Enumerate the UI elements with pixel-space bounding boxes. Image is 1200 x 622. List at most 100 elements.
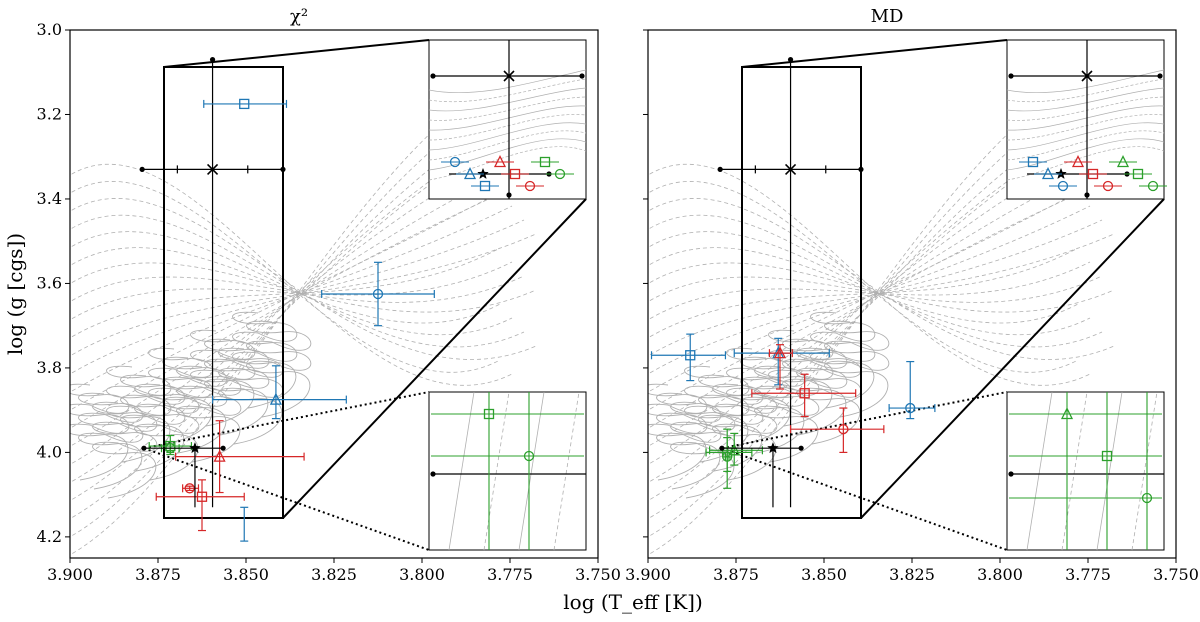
reference-point-dot-r [220, 445, 226, 451]
y-tick-label-5: 4.0 [37, 442, 62, 461]
inset-lower-track-0 [448, 391, 475, 551]
y-tick-label-4: 3.8 [37, 358, 62, 377]
x-axis-title: log (T_eff [K]) [563, 590, 703, 614]
x-ticks-md: 3.900 3.875 3.850 3.825 3.800 3.775 3.750 [625, 558, 1199, 584]
x-tick-label-1: 3.875 [713, 565, 759, 584]
y-axis-title: log (g [cgs]) [3, 233, 27, 355]
cross-point-dot-r [858, 166, 864, 172]
track-solid-7 [162, 356, 228, 454]
inset-upper-cross [430, 40, 585, 199]
data-point-green-triangle-6 [708, 432, 764, 466]
inset-cross-marker [503, 70, 515, 82]
track-solid-11 [218, 347, 284, 445]
zoom-box [741, 66, 862, 519]
panel-title-chi2: χ² [290, 6, 308, 27]
inset-pt-marker-6 [539, 156, 551, 168]
data-point-blue-circle-0-marker [372, 288, 384, 300]
reference-point-dot-l [719, 445, 725, 451]
data-point-red-circle-5-marker [184, 483, 195, 494]
track-solid-9 [190, 329, 256, 427]
track-dashed-9 [70, 205, 513, 393]
y-tick-label-3: 3.6 [37, 273, 62, 292]
zoom-dotted-lower [143, 447, 430, 551]
data-point-red-triangle-3 [175, 420, 305, 494]
track-solid-12 [810, 311, 876, 409]
inset-lower-points [1008, 392, 1164, 550]
track-solid-10 [204, 338, 270, 436]
track-dashed-6 [648, 163, 1103, 447]
inset-pt-marker-1 [1041, 167, 1055, 180]
inset-cross-dot-l [430, 73, 436, 79]
track-solid-1 [656, 392, 722, 490]
zoom-connector-top-left [741, 39, 1008, 68]
reference-point-marker [767, 441, 779, 454]
inset-lower-track-2 [1096, 391, 1123, 551]
data-point-blue-circle-0 [321, 261, 435, 327]
track-solid-13 [824, 320, 890, 418]
inset-cross-dot-r [579, 73, 585, 79]
inset-lower-marker-1 [1101, 450, 1113, 462]
inset-lower-points [430, 392, 586, 550]
cross-point-dot-b [209, 56, 216, 63]
inset-lower-track-3 [1131, 391, 1158, 551]
cross-point-marker [784, 163, 797, 175]
reference-point [141, 441, 226, 508]
data-point-green-circle-8-marker [722, 451, 733, 462]
inset-lower-track-1 [483, 391, 510, 551]
track-solid-4 [120, 374, 186, 472]
track-solid-13 [246, 320, 312, 418]
data-point-red-circle-5 [182, 483, 200, 494]
inset-cross-dot-r [1157, 73, 1163, 79]
data-point-red-triangle-3-marker [773, 346, 787, 359]
reference-point [719, 441, 804, 508]
cross-point [139, 56, 286, 508]
inset-lower-ref-dot [1008, 471, 1014, 477]
y-tick-label-6: 4.2 [37, 527, 62, 546]
track-dashed-9 [648, 205, 1091, 393]
track-dashed-10 [70, 219, 525, 375]
data-marks-chi2 [139, 56, 435, 542]
y-tick-label-0: 3.0 [37, 20, 62, 39]
track-dashed-21 [648, 164, 1091, 386]
data-point-red-square-4 [155, 479, 245, 532]
data-point-blue-circle-2-marker [905, 402, 916, 414]
track-dashed-8 [70, 191, 501, 411]
track-solid-4 [698, 374, 764, 472]
reference-point-marker [189, 441, 201, 454]
track-solid-6 [726, 347, 792, 445]
data-point-red-square-4-marker [799, 388, 810, 399]
inset-pt-marker-5 [524, 180, 536, 192]
inset-pt-marker-7 [554, 168, 566, 180]
inset-upper [1006, 39, 1165, 200]
track-dashed-18 [648, 214, 1103, 348]
track-dashed-10 [648, 219, 1103, 375]
zoom-guides-md [721, 39, 1167, 551]
inset-cross-dot-b [1084, 192, 1090, 198]
track-dashed-16 [648, 247, 1079, 324]
inset-pt-marker-4 [1087, 168, 1099, 180]
track-solid-11 [796, 347, 862, 445]
inset-pt-marker-0 [1027, 156, 1039, 168]
track-dashed-11 [648, 233, 1115, 357]
track-dashed-13 [70, 261, 513, 321]
track-solid-1 [78, 392, 144, 490]
x-tick-label-1: 3.875 [135, 565, 181, 584]
track-solid-0 [648, 383, 708, 481]
inset-lower-track-3 [553, 391, 580, 551]
data-point-blue-square-0 [650, 333, 727, 382]
track-dashed-6 [70, 163, 525, 447]
x-tick-label-5: 3.775 [1065, 565, 1111, 584]
data-point-blue-square-0-marker [685, 350, 696, 361]
track-dashed-14 [648, 275, 1103, 303]
track-dashed-20 [70, 181, 501, 373]
data-point-blue-triangle-1 [211, 365, 347, 420]
track-dashed-19 [648, 198, 1115, 360]
x-tick-label-4: 3.800 [399, 565, 445, 584]
reference-point-dot-l [141, 445, 147, 451]
x-tick-label-0: 3.900 [625, 565, 671, 584]
track-dashed-19 [70, 198, 537, 360]
zoom-dotted-upper [721, 391, 1008, 450]
inset-upper-points [441, 155, 574, 192]
track-dashed-20 [648, 181, 1079, 373]
track-dashed-14 [70, 275, 525, 303]
